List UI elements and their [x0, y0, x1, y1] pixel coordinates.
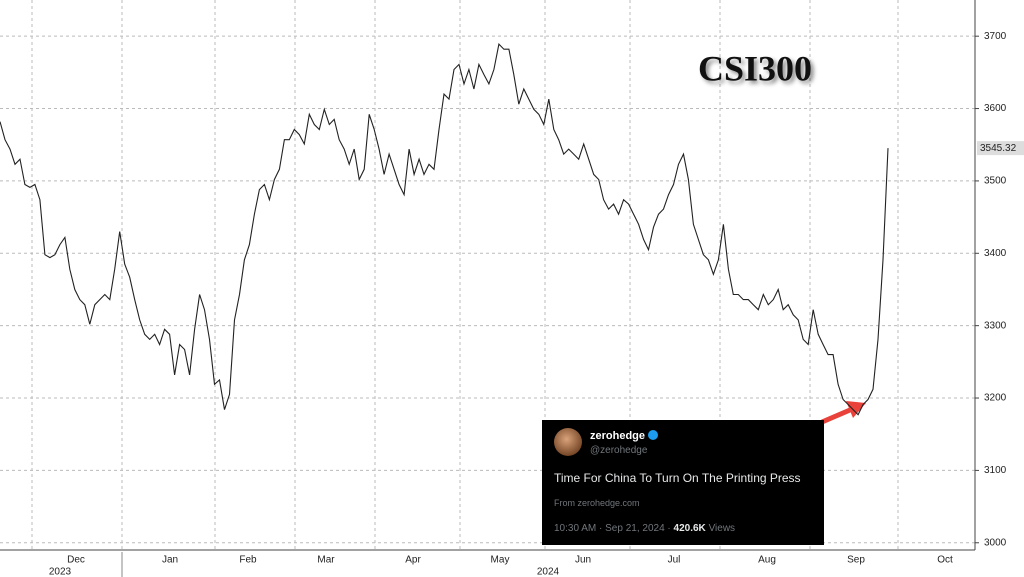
avatar [554, 428, 582, 456]
x-tick-label: Dec [67, 555, 85, 566]
x-tick-label: Jun [575, 555, 591, 566]
y-tick-label: 3400 [984, 248, 1007, 259]
x-tick-label: Apr [405, 555, 421, 566]
arrow [821, 407, 851, 425]
tweet-handle: @zerohedge [590, 445, 648, 456]
y-tick-label: 3300 [984, 320, 1007, 331]
tweet-views: 420.6K [673, 523, 706, 534]
year-label: 2023 [49, 567, 72, 577]
y-tick-label: 3200 [984, 393, 1007, 404]
tweet-views-label: Views [708, 523, 736, 534]
year-label: 2024 [537, 567, 560, 577]
y-tick-label: 3000 [984, 537, 1007, 548]
x-tick-label: Mar [317, 555, 335, 566]
tweet-text: Time For China To Turn On The Printing P… [554, 471, 801, 485]
x-tick-label: Jul [668, 555, 681, 566]
x-tick-label: Sep [847, 555, 865, 566]
x-tick-label: Aug [758, 555, 776, 566]
y-tick-label: 3500 [984, 176, 1007, 187]
last-value-box [977, 141, 1024, 156]
x-tick-label: Jan [162, 555, 178, 566]
y-tick-label: 3700 [984, 31, 1007, 42]
y-tick-label: 3100 [984, 465, 1007, 476]
tweet-source: From zerohedge.com [554, 498, 640, 508]
tweet-name: zerohedge [590, 430, 659, 442]
last-value-label: 3545.32 [980, 143, 1017, 154]
price-line [0, 42, 889, 416]
y-tick-label: 3600 [984, 103, 1007, 114]
arrow-head [846, 401, 866, 418]
tweet-time: 10:30 AM · Sep 21, 2024 · [554, 523, 671, 534]
chart-title: CSI300 [698, 48, 812, 88]
x-tick-label: May [491, 555, 510, 566]
tweet-footer: 10:30 AM · Sep 21, 2024 · 420.6K Views [554, 523, 735, 534]
verified-badge [648, 430, 659, 440]
tweet-card[interactable]: zerohedge @zerohedge Time For China To T… [542, 420, 824, 545]
tweet-name-text: zerohedge [590, 430, 646, 442]
x-tick-label: Feb [239, 555, 257, 566]
x-tick-label: Oct [937, 555, 953, 566]
